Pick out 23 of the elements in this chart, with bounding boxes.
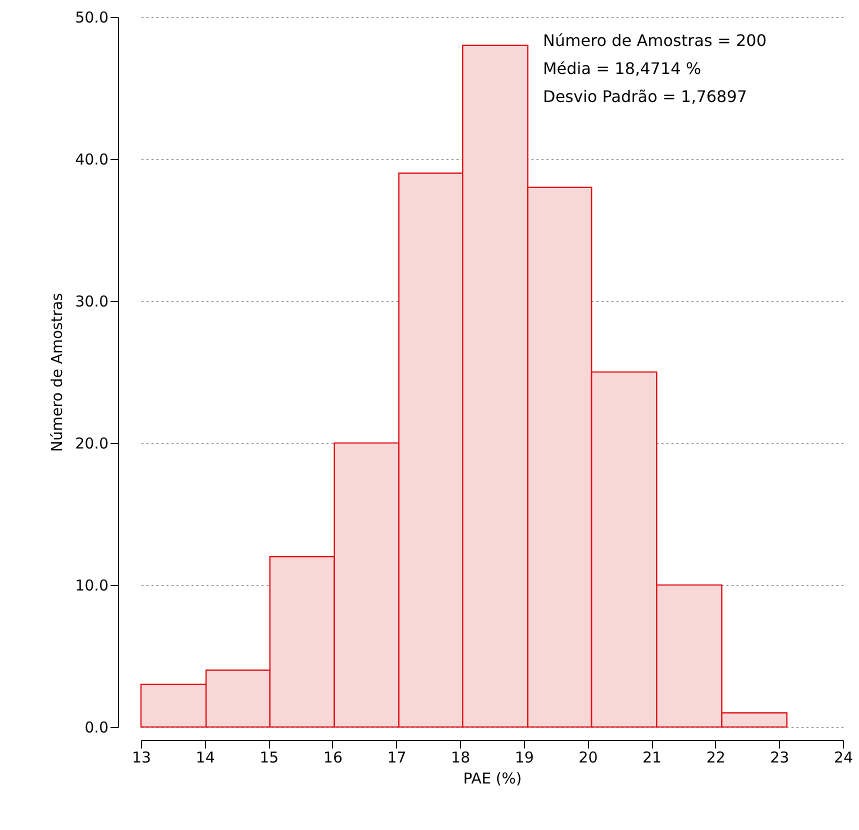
x-tick-label: 15 [260,748,279,766]
y-tick-label: 40.0 [75,150,108,168]
y-axis-title: Número de Amostras [48,292,66,452]
y-tick-label: 0.0 [84,718,108,736]
annotation: Desvio Padrão = 1,76897 [543,87,748,106]
y-tick-label: 50.0 [75,8,108,26]
annotation: Média = 18,4714 % [543,59,702,78]
y-tick-label: 10.0 [75,576,108,594]
x-tick-label: 18 [451,748,470,766]
x-tick-label: 22 [706,748,726,766]
x-tick-label: 23 [770,748,790,766]
x-tick-label: 13 [132,748,152,766]
y-tick-label: 20.0 [75,434,108,452]
x-tick-label: 14 [196,748,215,766]
x-tick-label: 20 [578,748,598,766]
x-tick-label: 21 [642,748,662,766]
x-tick-label: 16 [323,748,342,766]
x-tick-label: 24 [834,748,854,766]
x-tick-label: 17 [387,748,406,766]
x-tick-label: 19 [514,748,534,766]
annotation: Número de Amostras = 200 [543,31,766,50]
y-tick-label: 30.0 [75,292,108,310]
x-axis-title: PAE (%) [463,770,522,788]
